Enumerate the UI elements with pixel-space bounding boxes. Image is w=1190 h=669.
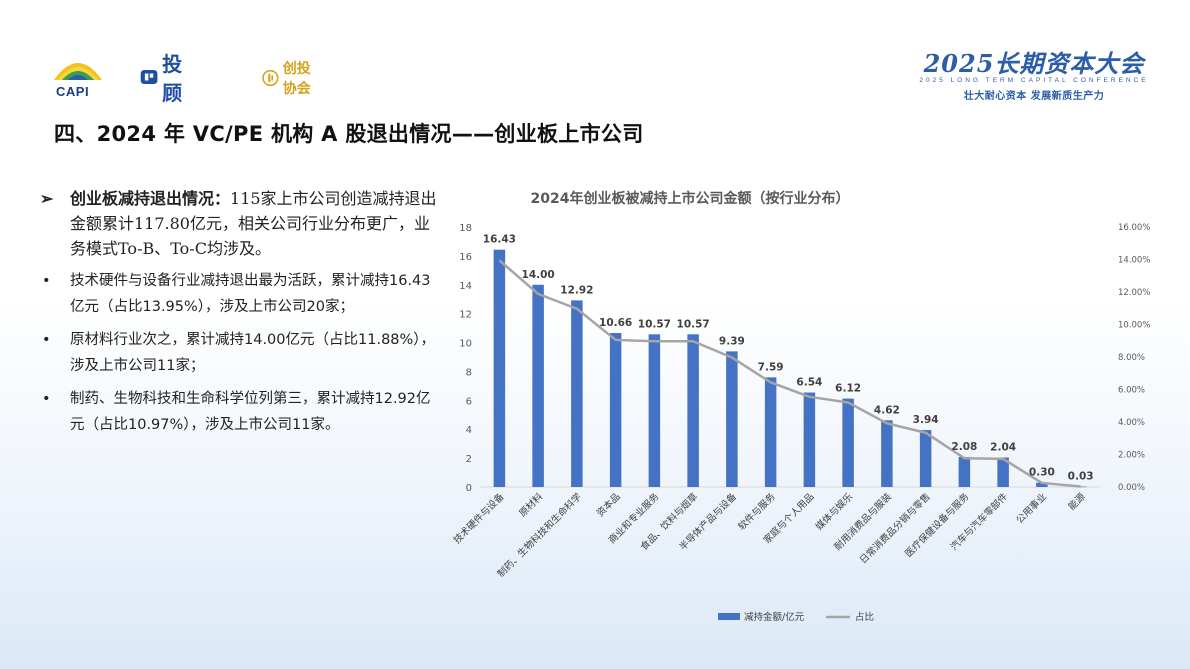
data-label: 16.43: [483, 234, 516, 246]
data-label: 2.08: [951, 441, 977, 453]
y-right-tick-label: 14.00%: [1118, 256, 1150, 266]
chuangtou-logo: 创投协会: [262, 60, 312, 97]
data-label: 6.12: [835, 383, 861, 395]
bullet-list: • 技术硬件与设备行业减持退出最为活跃，累计减持16.43亿元（占比13.95%）…: [40, 269, 440, 438]
data-label: 9.39: [719, 335, 745, 347]
lead-heading: 创业板减持退出情况：: [70, 189, 231, 208]
legend-bar-swatch: [718, 613, 740, 620]
conference-slogan: 壮大耐心资本 发展新质生产力: [963, 91, 1105, 102]
y-left-tick-label: 18: [459, 223, 472, 234]
industry-reduction-chart: 2024年创业板被减持上市公司金额（按行业分布） 0 2 4 6 8 10 12 14 16 18 0…: [451, 190, 1150, 623]
x-category-label: 医疗保健设备与服务: [903, 490, 972, 559]
list-item: • 技术硬件与设备行业减持退出最为活跃，累计减持16.43亿元（占比13.95%）…: [40, 269, 440, 320]
chuangtou-logo-icon: [262, 69, 279, 87]
x-category-label: 技术硬件与设备: [451, 490, 507, 546]
data-label: 10.57: [638, 318, 671, 330]
bar: [648, 334, 661, 487]
conference-title: 2025长期资本大会: [923, 49, 1145, 78]
tougu-logo-text: 投顾: [162, 52, 183, 105]
page-title: 四、2024 年 VC/PE 机构 A 股退出情况——创业板上市公司: [54, 122, 644, 146]
bar: [803, 392, 816, 487]
x-category-label: 媒体与娱乐: [813, 490, 855, 532]
data-label: 2.04: [990, 442, 1016, 454]
y-left-tick-label: 12: [459, 310, 472, 321]
arrow-bullet-icon: ➢: [40, 189, 54, 208]
bullet-text: 原材料行业次之，累计减持14.00亿元（占比11.88%），涉及上市公司11家；: [70, 332, 436, 374]
data-label: 10.57: [677, 318, 710, 330]
bullet-dot-icon: •: [42, 273, 51, 289]
tougu-logo: 投顾: [140, 52, 190, 105]
share-line: [498, 259, 1081, 488]
bar: [571, 300, 583, 487]
y-left-tick-label: 6: [466, 396, 472, 407]
bar: [997, 457, 1009, 487]
bar: [958, 456, 971, 487]
bar: [1036, 482, 1048, 487]
y-right-tick-label: 8.00%: [1118, 353, 1145, 363]
bullet-dot-icon: •: [42, 332, 51, 348]
tougu-logo-icon: [140, 70, 158, 84]
y-left-tick-label: 8: [466, 367, 472, 378]
x-category-label: 软件与服务: [736, 490, 778, 532]
chart-title: 2024年创业板被减持上市公司金额（按行业分布）: [531, 190, 850, 207]
chuangtou-logo-text: 创投协会: [282, 61, 311, 97]
bar: [609, 333, 622, 487]
capi-logo-text: CAPI: [56, 84, 90, 99]
bullet-text: 制药、生物科技和生命科学位列第三，累计减持12.92亿元（占比10.97%），涉…: [70, 391, 431, 433]
y-right-tick-label: 0.00%: [1118, 483, 1145, 493]
lead-text: 115家上市公司创造减持退出金额累计117.80亿元，相关公司行业分布更广，业务…: [70, 189, 437, 258]
data-label: 14.00: [522, 269, 555, 281]
data-label: 6.54: [796, 377, 822, 389]
x-category-label: 公用事业: [1014, 491, 1049, 526]
bar: [919, 430, 932, 487]
y-left-tick-label: 14: [459, 281, 472, 292]
bullet-text: 技术硬件与设备行业减持退出最为活跃，累计减持16.43亿元（占比13.95%），…: [70, 273, 431, 315]
x-category-label: 能源: [1066, 490, 1088, 512]
y-right-tick-label: 12.00%: [1118, 288, 1150, 298]
data-label: 10.66: [599, 317, 632, 329]
x-category-label: 日常消费品分销与零售: [857, 491, 933, 567]
y-right-tick-label: 16.00%: [1118, 223, 1150, 233]
x-category-label: 资本品: [594, 491, 623, 520]
y-right-tick-label: 2.00%: [1118, 451, 1145, 461]
bar: [881, 420, 893, 487]
bar: [532, 284, 544, 487]
y-right-tick-label: 10.00%: [1118, 321, 1150, 331]
data-label: 4.62: [874, 404, 900, 416]
chart-container: 2024年创业板被减持上市公司金额（按行业分布） 0 2 4 6 8 10 12 14 16 18 0…: [440, 180, 1180, 630]
legend-bar-label: 减持金额/亿元: [744, 611, 805, 623]
bar: [1074, 486, 1087, 488]
bullet-dot-icon: •: [42, 391, 51, 407]
bar: [493, 249, 506, 487]
data-label: 0.30: [1029, 467, 1055, 479]
conference-badge: 2025长期资本大会 2025 LONG TERM CAPITAL CONFER…: [914, 44, 1154, 102]
y-right-tick-label: 4.00%: [1118, 418, 1145, 428]
bar: [764, 377, 777, 487]
y-left-tick-label: 4: [466, 425, 472, 436]
data-label: 7.59: [758, 361, 784, 373]
y-left-tick-label: 16: [459, 252, 472, 263]
lead-paragraph: ➢ 创业板减持退出情况：115家上市公司创造减持退出金额累计117.80亿元，相关…: [40, 186, 440, 261]
capi-logo-icon: [54, 63, 102, 80]
y-left-tick-label: 2: [466, 454, 472, 465]
x-category-label: 原材料: [517, 490, 546, 519]
y-left-tick-label: 0: [466, 483, 472, 494]
legend-line-label: 占比: [855, 611, 874, 623]
list-item: • 制药、生物科技和生命科学位列第三，累计减持12.92亿元（占比10.97%），…: [40, 387, 440, 438]
data-label: 3.94: [913, 414, 939, 426]
data-label: 0.03: [1068, 471, 1094, 483]
list-item: • 原材料行业次之，累计减持14.00亿元（占比11.88%），涉及上市公司11家…: [40, 328, 440, 379]
bar: [687, 334, 699, 487]
data-label: 12.92: [560, 284, 593, 296]
conference-english: 2025 LONG TERM CAPITAL CONFERENCE: [919, 77, 1149, 84]
bar: [842, 398, 854, 487]
y-left-tick-label: 10: [459, 339, 472, 350]
y-right-tick-label: 6.00%: [1118, 386, 1145, 396]
summary-panel: ➢ 创业板减持退出情况：115家上市公司创造减持退出金额累计117.80亿元，相关…: [40, 186, 440, 446]
bar: [726, 351, 738, 487]
